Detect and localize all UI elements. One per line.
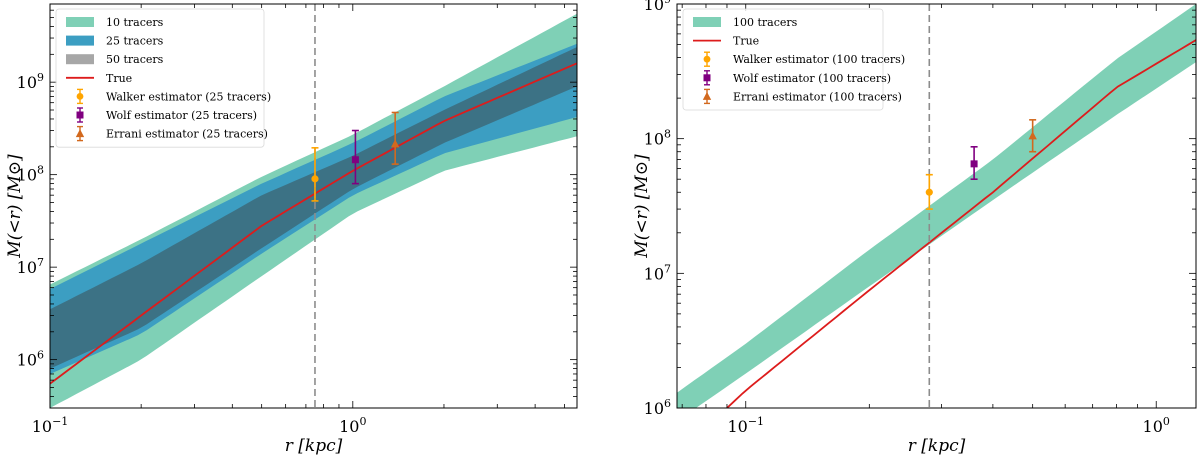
panel-1-legend-swatch-6 <box>75 129 85 138</box>
panel-1-ytick-label-2: 108 <box>17 164 44 185</box>
panel-1-ytick-label-1: 107 <box>17 256 44 277</box>
panel-1-legend-label-5: Wolf estimator (25 tracers) <box>106 109 257 122</box>
panel-2-legend-swatch-4 <box>702 91 712 100</box>
panel-1-legend-label-0: 10 tracers <box>106 16 164 29</box>
panel-2-legend-label-0: 100 tracers <box>733 16 798 29</box>
panel-2-xtick-label-1: 100 <box>1143 415 1170 436</box>
panel-2-band-0 <box>677 4 1196 408</box>
panel-2-marker-2 <box>1028 131 1037 140</box>
panel-1-ytick-label-3: 109 <box>17 71 44 92</box>
panel-1-ytick-label-0: 106 <box>17 349 44 370</box>
panel-2-ytick-label-2: 108 <box>644 128 671 149</box>
panel-1-legend-label-6: Errani estimator (25 tracers) <box>106 128 268 141</box>
panel-1-legend-label-1: 25 tracers <box>106 35 164 48</box>
panel-2-legend-label-4: Errani estimator (100 tracers) <box>733 90 902 103</box>
panel-2: 10−1 100 106 107 108 109 r [kpc] M(<r) [M⊙] 100 … <box>632 0 1197 456</box>
panel-2-ytick-label-3: 109 <box>644 0 671 14</box>
panel-2-plot-area <box>677 4 1196 408</box>
panel-1-legend-label-2: 50 tracers <box>106 53 164 66</box>
panel-1-legend-label-4: Walker estimator (25 tracers) <box>106 90 271 103</box>
panel-2-ytick-label-0: 106 <box>644 397 671 418</box>
panel-1-band-1 <box>50 43 577 375</box>
panel-2-legend-label-2: Walker estimator (100 tracers) <box>733 53 905 66</box>
panel-1-legend-swatch-4 <box>76 93 84 100</box>
panel-1-marker-2 <box>390 139 400 148</box>
panel-2-marker-0 <box>925 188 933 196</box>
panel-2-true-line <box>726 39 1196 408</box>
panel-1-legend-swatch-2 <box>66 54 94 65</box>
panel-1-legend-swatch-1 <box>66 35 94 46</box>
panel-1-true-line <box>50 62 577 385</box>
panel-2-xtick-label-0: 10−1 <box>727 415 764 436</box>
panel-2-legend-swatch-0 <box>693 17 721 27</box>
panel-1-xtick-label-0: 10−1 <box>32 415 69 436</box>
panel-2-frame <box>676 3 1197 409</box>
panel-2-legend: 100 tracers True Walker estimator (100 tra… <box>682 8 905 111</box>
panel-1-ticks <box>49 3 577 409</box>
panel-1-band-2 <box>50 47 577 369</box>
panel-1-marker-1 <box>351 156 359 164</box>
panel-2-ticks <box>677 3 1196 409</box>
panel-1: 10−1 100 106 107 108 109 r [kpc] M(<r) [M⊙] 10 t… <box>5 3 578 456</box>
panel-2-legend-swatch-2 <box>703 55 711 63</box>
panel-1-ylabel: M(<r) [M⊙] <box>5 154 25 259</box>
panel-1-xlabel: r [kpc] <box>285 436 343 456</box>
panel-1-plot-area <box>50 4 577 408</box>
panel-1-xtick-label-1: 100 <box>339 415 366 436</box>
panel-1-frame <box>49 3 578 409</box>
panel-2-marker-1 <box>970 160 978 168</box>
panel-1-legend-label-3: True <box>106 72 132 85</box>
panel-1-legend-swatch-5 <box>76 111 84 119</box>
panel-2-legend-swatch-3 <box>703 74 711 82</box>
panel-1-legend: 10 tracers 25 tracers 50 tracers True Walker… <box>55 8 271 148</box>
panel-2-legend-label-3: Wolf estimator (100 tracers) <box>733 72 891 85</box>
panel-1-marker-0 <box>311 175 319 183</box>
panel-1-legend-swatch-0 <box>66 17 94 27</box>
panel-2-ylabel: M(<r) [M⊙] <box>632 154 652 259</box>
panel-2-legend-label-1: True <box>733 35 759 48</box>
panel-2-ytick-label-1: 107 <box>644 262 671 283</box>
panel-2-xlabel: r [kpc] <box>908 436 966 456</box>
